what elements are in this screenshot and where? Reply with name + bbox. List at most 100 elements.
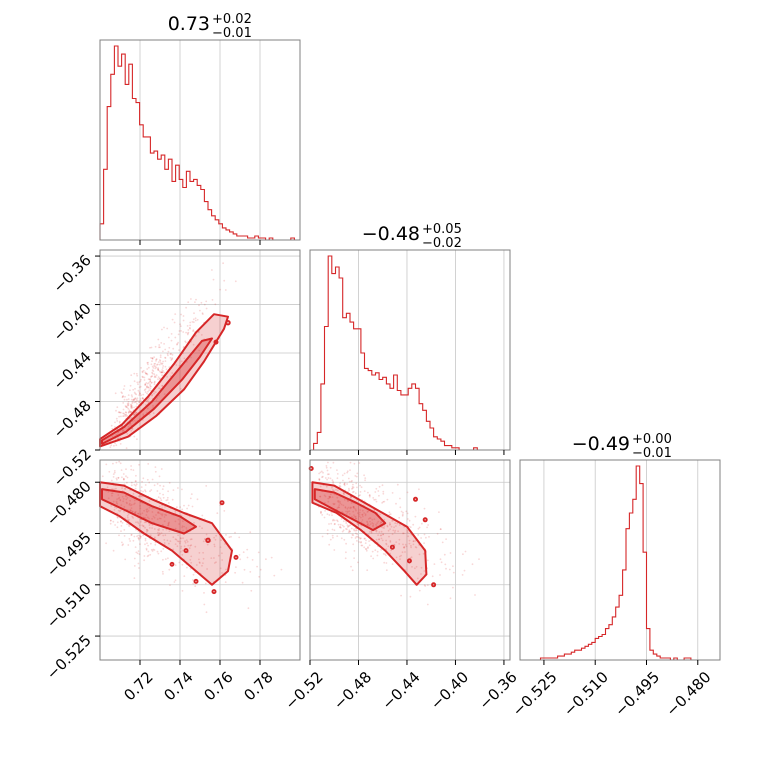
sample-point bbox=[162, 496, 165, 499]
sample-point bbox=[329, 538, 332, 541]
sample-point bbox=[190, 544, 193, 547]
sample-point bbox=[186, 540, 189, 543]
sample-point bbox=[122, 395, 124, 397]
sample-point bbox=[168, 346, 171, 349]
sample-point bbox=[342, 492, 345, 494]
sample-point bbox=[376, 554, 379, 557]
sample-point bbox=[158, 529, 160, 532]
sample-point bbox=[353, 550, 356, 552]
title-value: −0.49 bbox=[572, 433, 630, 455]
contour-island bbox=[233, 554, 239, 560]
sample-point bbox=[345, 551, 347, 554]
sample-point bbox=[213, 545, 216, 548]
sample-point bbox=[423, 584, 426, 586]
sample-point bbox=[341, 530, 344, 533]
sample-point bbox=[389, 540, 392, 542]
sample-point bbox=[423, 570, 426, 572]
sample-point bbox=[157, 496, 160, 499]
sample-point bbox=[161, 385, 164, 387]
sample-point bbox=[219, 546, 222, 549]
sample-point bbox=[146, 508, 149, 510]
sample-point bbox=[127, 411, 130, 414]
sample-point bbox=[329, 496, 331, 498]
sample-point bbox=[125, 406, 127, 408]
sample-point bbox=[136, 381, 139, 384]
sample-point bbox=[133, 499, 136, 502]
sample-point bbox=[132, 493, 135, 495]
sample-point bbox=[149, 385, 152, 387]
sample-point bbox=[205, 533, 208, 536]
sample-point bbox=[332, 519, 334, 522]
sample-point bbox=[441, 541, 444, 544]
sample-point bbox=[138, 394, 141, 396]
sample-point bbox=[369, 520, 371, 523]
sample-point bbox=[339, 485, 342, 488]
sample-point bbox=[146, 542, 148, 545]
sample-point bbox=[178, 330, 181, 332]
sample-point bbox=[354, 515, 357, 518]
sample-point bbox=[344, 506, 347, 509]
hist-grid-1 bbox=[139, 40, 261, 240]
sample-point bbox=[377, 520, 380, 523]
sample-point bbox=[131, 510, 134, 513]
sample-point bbox=[130, 404, 133, 407]
sample-point bbox=[321, 476, 323, 479]
sample-point bbox=[144, 489, 146, 491]
sample-point bbox=[135, 521, 137, 524]
y-tick-label: −0.44 bbox=[50, 348, 95, 393]
sample-point bbox=[382, 490, 385, 493]
sample-point bbox=[136, 535, 138, 538]
sample-point bbox=[125, 405, 128, 408]
sample-point bbox=[186, 361, 188, 363]
sample-point bbox=[121, 396, 124, 399]
sample-point bbox=[146, 392, 148, 395]
sample-point bbox=[126, 502, 128, 505]
sample-point bbox=[130, 509, 133, 512]
sample-point bbox=[118, 460, 121, 463]
contour-island bbox=[389, 544, 395, 550]
sample-point bbox=[280, 568, 283, 571]
sample-point bbox=[157, 361, 160, 363]
sample-point bbox=[359, 516, 362, 519]
sample-point bbox=[336, 519, 338, 522]
sample-point bbox=[363, 512, 365, 514]
sample-point bbox=[336, 469, 338, 471]
sample-point bbox=[249, 571, 252, 573]
sample-point bbox=[409, 526, 412, 529]
sample-point bbox=[133, 535, 136, 538]
sample-point bbox=[148, 397, 151, 399]
sample-point bbox=[406, 491, 409, 494]
sample-point bbox=[145, 508, 148, 511]
title-minus-error: −0.02 bbox=[422, 236, 462, 251]
sample-point bbox=[452, 571, 455, 574]
sample-point bbox=[366, 521, 369, 524]
sample-point bbox=[147, 386, 150, 389]
sample-point bbox=[358, 462, 361, 464]
sample-point bbox=[355, 517, 358, 520]
sample-point bbox=[137, 512, 140, 515]
sample-point bbox=[378, 538, 380, 541]
sample-point bbox=[352, 516, 354, 519]
sample-point bbox=[136, 552, 139, 555]
sample-point bbox=[186, 507, 189, 510]
sample-point bbox=[132, 469, 135, 471]
sample-point bbox=[161, 488, 164, 490]
sample-point bbox=[445, 567, 447, 570]
sample-point bbox=[182, 319, 185, 322]
sample-point bbox=[363, 546, 366, 549]
sample-point bbox=[351, 480, 353, 482]
sample-point bbox=[352, 486, 355, 489]
sample-point bbox=[158, 517, 161, 520]
sample-point bbox=[164, 357, 167, 359]
sample-point bbox=[235, 566, 237, 568]
sample-point bbox=[131, 427, 134, 430]
sample-point bbox=[123, 487, 126, 490]
sample-point bbox=[168, 530, 171, 532]
sample-point bbox=[347, 506, 350, 509]
sample-point bbox=[134, 387, 136, 390]
sample-point bbox=[439, 528, 442, 531]
sample-point bbox=[346, 524, 349, 526]
sample-point bbox=[350, 527, 353, 530]
sample-point bbox=[169, 353, 172, 356]
sample-point bbox=[390, 525, 393, 528]
